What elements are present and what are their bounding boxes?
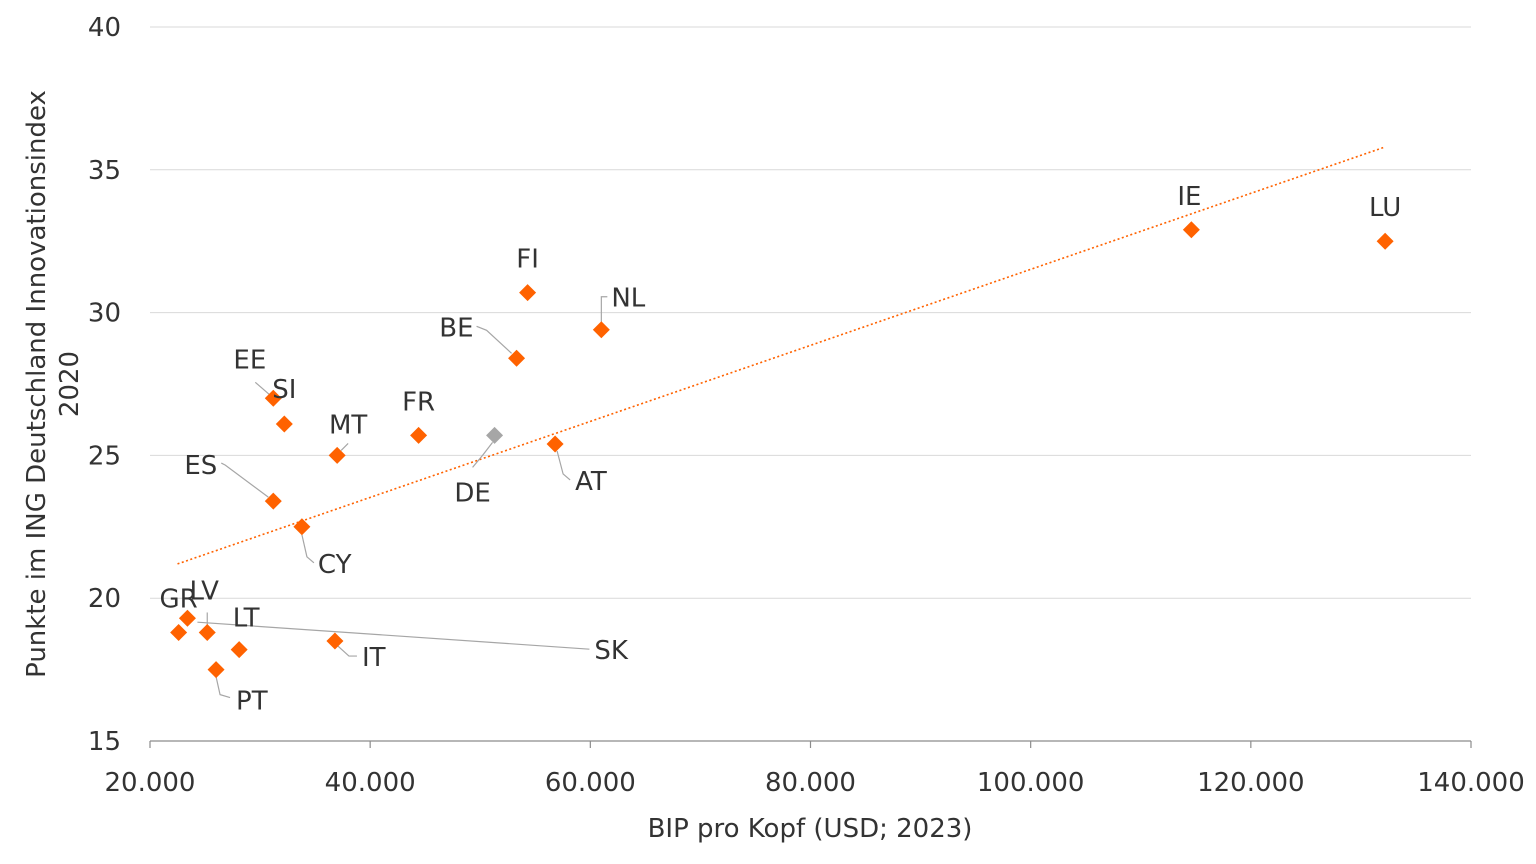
point-label-pt: PT — [236, 687, 268, 717]
x-tick-label: 100.000 — [977, 768, 1085, 798]
point-label-fi: FI — [516, 245, 539, 275]
point-label-it: IT — [362, 643, 386, 673]
point-label-nl: NL — [611, 284, 645, 314]
leader-lines — [197, 296, 608, 699]
y-tick-label: 20 — [88, 584, 121, 614]
data-point-be — [508, 349, 526, 367]
leader-line-sk — [197, 621, 590, 650]
data-point-de — [486, 426, 504, 444]
point-label-gr: GR — [160, 584, 198, 614]
data-point-es — [264, 492, 282, 510]
point-label-fr: FR — [402, 387, 435, 417]
data-point-lt — [230, 641, 248, 659]
leader-line-pt — [215, 676, 231, 699]
y-tick-label: 40 — [88, 13, 121, 43]
point-label-ee: EE — [233, 345, 266, 375]
point-label-es: ES — [184, 451, 217, 481]
data-points — [170, 221, 1394, 679]
point-label-mt: MT — [329, 410, 367, 440]
data-point-si — [275, 415, 293, 433]
leader-line-de — [472, 442, 494, 468]
leader-line-be — [476, 325, 512, 354]
point-label-de: DE — [454, 478, 490, 508]
x-axis-title: BIP pro Kopf (USD; 2023) — [648, 814, 973, 844]
y-axis-title-line1: Punkte im ING Deutschland Innovationsind… — [22, 90, 52, 678]
data-point-ie — [1182, 221, 1200, 239]
data-point-mt — [328, 446, 346, 464]
y-tick-label: 15 — [88, 727, 121, 757]
leader-line-nl — [600, 296, 608, 322]
x-tick-label: 120.000 — [1197, 768, 1305, 798]
leader-line-cy — [301, 534, 315, 564]
data-point-ee — [264, 389, 282, 407]
data-point-lu — [1376, 232, 1394, 250]
point-label-lu: LU — [1369, 193, 1401, 223]
point-label-cy: CY — [318, 550, 352, 580]
leader-line-mt — [340, 442, 349, 451]
point-label-lt: LT — [233, 604, 260, 634]
point-label-lv: LV — [190, 576, 220, 606]
data-point-fr — [410, 426, 428, 444]
y-tick-label: 25 — [88, 441, 121, 471]
axes: 15 20 25 30 35 40 20.000 40.000 60.000 80.000 100.… — [88, 13, 1525, 798]
point-label-be: BE — [439, 313, 473, 343]
point-label-si: SI — [272, 375, 296, 405]
gridlines — [150, 26, 1471, 599]
leader-line-es — [221, 462, 269, 498]
leader-line-ee — [254, 381, 271, 396]
data-point-cy — [293, 518, 311, 536]
point-label-sk: SK — [594, 636, 629, 666]
y-tick-label: 30 — [88, 299, 121, 329]
x-tick-label: 40.000 — [325, 768, 416, 798]
point-label-ie: IE — [1177, 182, 1201, 212]
x-tick-label: 20.000 — [105, 768, 196, 798]
x-tick-label: 80.000 — [765, 768, 856, 798]
data-point-pt — [207, 661, 225, 679]
x-tick-label: 140.000 — [1417, 768, 1525, 798]
y-tick-label: 35 — [88, 156, 121, 186]
data-point-gr — [170, 623, 188, 641]
data-point-nl — [592, 321, 610, 339]
data-point-at — [546, 435, 564, 453]
y-axis-title-line2: 2020 — [55, 351, 85, 417]
trendline — [177, 146, 1386, 565]
data-point-fi — [519, 284, 537, 302]
leader-line-at — [556, 450, 571, 481]
x-tick-label: 60.000 — [545, 768, 636, 798]
data-point-it — [326, 632, 344, 650]
trendline-group — [177, 146, 1386, 565]
data-point-lv — [198, 623, 216, 641]
point-label-at: AT — [575, 467, 607, 497]
data-point-sk — [178, 609, 196, 627]
leader-line-it — [337, 645, 357, 657]
